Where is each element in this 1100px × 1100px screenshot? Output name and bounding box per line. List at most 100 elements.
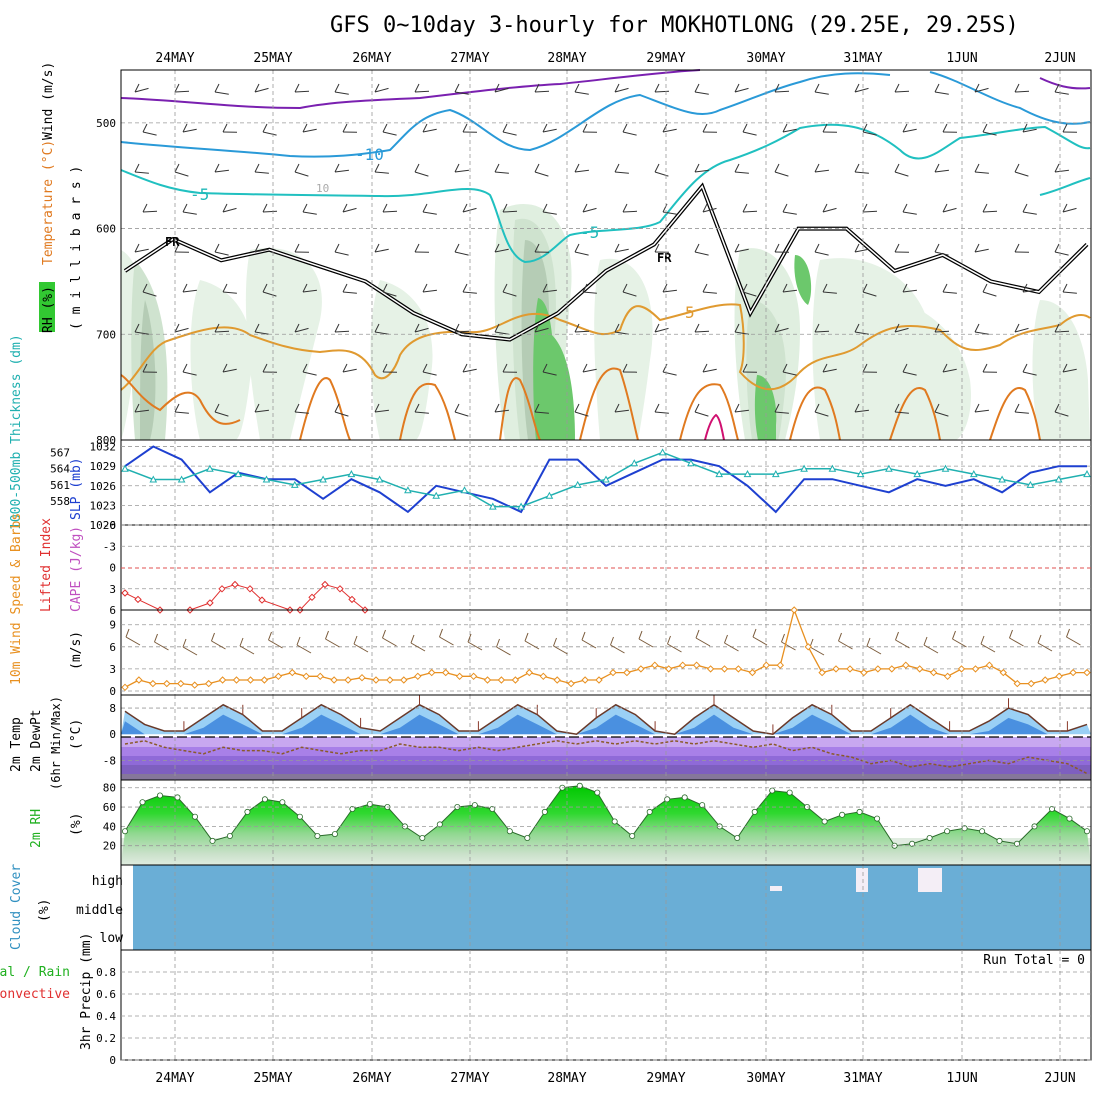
wind10m-point	[1083, 668, 1091, 677]
slp-tick-label: 1029	[90, 460, 117, 473]
wind-barb-flag	[134, 403, 140, 413]
date-label-bottom: 2JUN	[1044, 1071, 1075, 1086]
wind10m-barb	[239, 645, 255, 655]
thickness-tick-label: 567	[50, 446, 70, 459]
wind-barb-flag	[702, 283, 708, 293]
date-label-bottom: 26MAY	[352, 1071, 391, 1086]
wind-barb-flag	[374, 323, 380, 333]
rh-point	[1066, 815, 1073, 822]
wind-barb-flag	[454, 243, 460, 253]
wind-barb	[142, 131, 157, 136]
wind-barb	[334, 330, 350, 333]
wind-barb	[694, 251, 709, 256]
wind-barb-flag	[422, 363, 428, 373]
wind-barb-flag	[542, 283, 548, 293]
wind-barb-flag	[1054, 243, 1060, 253]
wind-barb-flag	[254, 243, 260, 253]
wind-barb	[614, 409, 629, 413]
wind-tick-label: 0	[109, 685, 116, 698]
wind-barb	[254, 248, 269, 253]
wind-barb	[174, 90, 190, 93]
wind-barb	[414, 90, 430, 93]
wind-barb	[742, 131, 757, 136]
wind-barb-flag	[174, 243, 180, 253]
rh-point	[209, 837, 216, 844]
wind10m-point	[288, 668, 297, 677]
wind10m-point	[539, 672, 548, 681]
wind-barb	[454, 251, 469, 256]
wind-barb-flag	[334, 403, 340, 413]
wind10m-barb	[410, 642, 426, 652]
label-wind10m-units: (m/s)	[69, 631, 84, 670]
label-cloud-units: (%)	[37, 899, 52, 922]
thickness-tick-label: 558	[50, 495, 70, 508]
wind-barb	[694, 411, 709, 417]
wind-barb-flag	[262, 363, 268, 373]
label-precip: 3hr Precip (mm)	[79, 933, 94, 1050]
wind10m-point	[190, 681, 199, 689]
cloud-cover-fill	[133, 865, 1091, 950]
wind-barb-flag	[734, 403, 740, 413]
wind-barb-flag	[982, 203, 988, 213]
wind-barb-flag	[302, 283, 308, 293]
lifted-index-point	[308, 593, 316, 602]
wind10m-point	[469, 672, 478, 681]
wind-barb-flag	[334, 323, 340, 333]
precip-tick-label: 0.4	[96, 1010, 116, 1023]
wind10m-barb	[553, 645, 568, 655]
wind-barb-flag	[334, 163, 340, 173]
thickness-point	[517, 502, 525, 510]
wind10m-barb	[496, 646, 511, 656]
wind10m-grid	[174, 610, 1061, 695]
wind10m-barb	[781, 641, 796, 651]
wind10m-barb	[866, 645, 882, 655]
wind10m-barb-flag	[923, 636, 928, 646]
wind-tick-label: 9	[109, 619, 116, 632]
wind-barb	[902, 211, 917, 215]
wind-barb	[742, 210, 758, 213]
wind-barb	[622, 210, 638, 213]
rh-point	[489, 806, 496, 813]
wind-barb-flag	[774, 403, 780, 413]
cloud-level-low: low	[100, 931, 124, 946]
wind-barb	[854, 87, 869, 93]
wind-barb-flag	[502, 203, 508, 213]
temp2m-grid	[174, 695, 1061, 780]
rh2m-series	[121, 782, 1091, 865]
wind-barb	[902, 128, 917, 133]
wind10m-point	[846, 665, 854, 673]
wind-barb-flag	[902, 363, 908, 373]
freezing-level-inner	[124, 184, 1088, 341]
wind10m-barb-flag	[182, 638, 187, 648]
wind-barb	[134, 87, 149, 93]
date-label-top: 1JUN	[946, 51, 977, 66]
wind-barb	[822, 291, 837, 294]
wind10m-point	[260, 676, 269, 684]
wind-barb-flag	[774, 323, 780, 333]
wind-barb	[734, 87, 749, 93]
date-label-top: 24MAY	[155, 51, 194, 66]
wind-barb	[1054, 330, 1070, 333]
wind-barb-flag	[382, 283, 388, 293]
wind-barb-flag	[342, 363, 348, 373]
wind-barb	[934, 169, 949, 173]
wind-barb-flag	[254, 323, 260, 333]
label-2m-dewpt: 2m DewPt	[29, 709, 44, 772]
wind-barb	[142, 210, 158, 213]
wind-barb-flag	[854, 83, 860, 93]
wind-barb-flag	[614, 403, 620, 413]
wind-barb	[1062, 291, 1077, 294]
lifted-index-cape-panel: -6 -3 0 3 6	[103, 519, 1092, 617]
date-label-bottom: 28MAY	[547, 1071, 586, 1086]
wind-barb-flag	[654, 243, 660, 253]
li-tick-label: 6	[109, 604, 116, 617]
wind-barb-flag	[382, 123, 388, 133]
top-date-axis: 24MAY 25MAY 26MAY 27MAY 28MAY 29MAY 30MAY 31MAY…	[155, 51, 1075, 66]
wind-barb-flag	[654, 83, 660, 93]
wind-barb	[734, 331, 749, 335]
wind-barb-flag	[334, 243, 340, 253]
wind-barb-flag	[854, 323, 860, 333]
wind-barb-flag	[574, 323, 580, 333]
wind-barb-flag	[254, 83, 260, 93]
wind-barb	[982, 131, 997, 136]
